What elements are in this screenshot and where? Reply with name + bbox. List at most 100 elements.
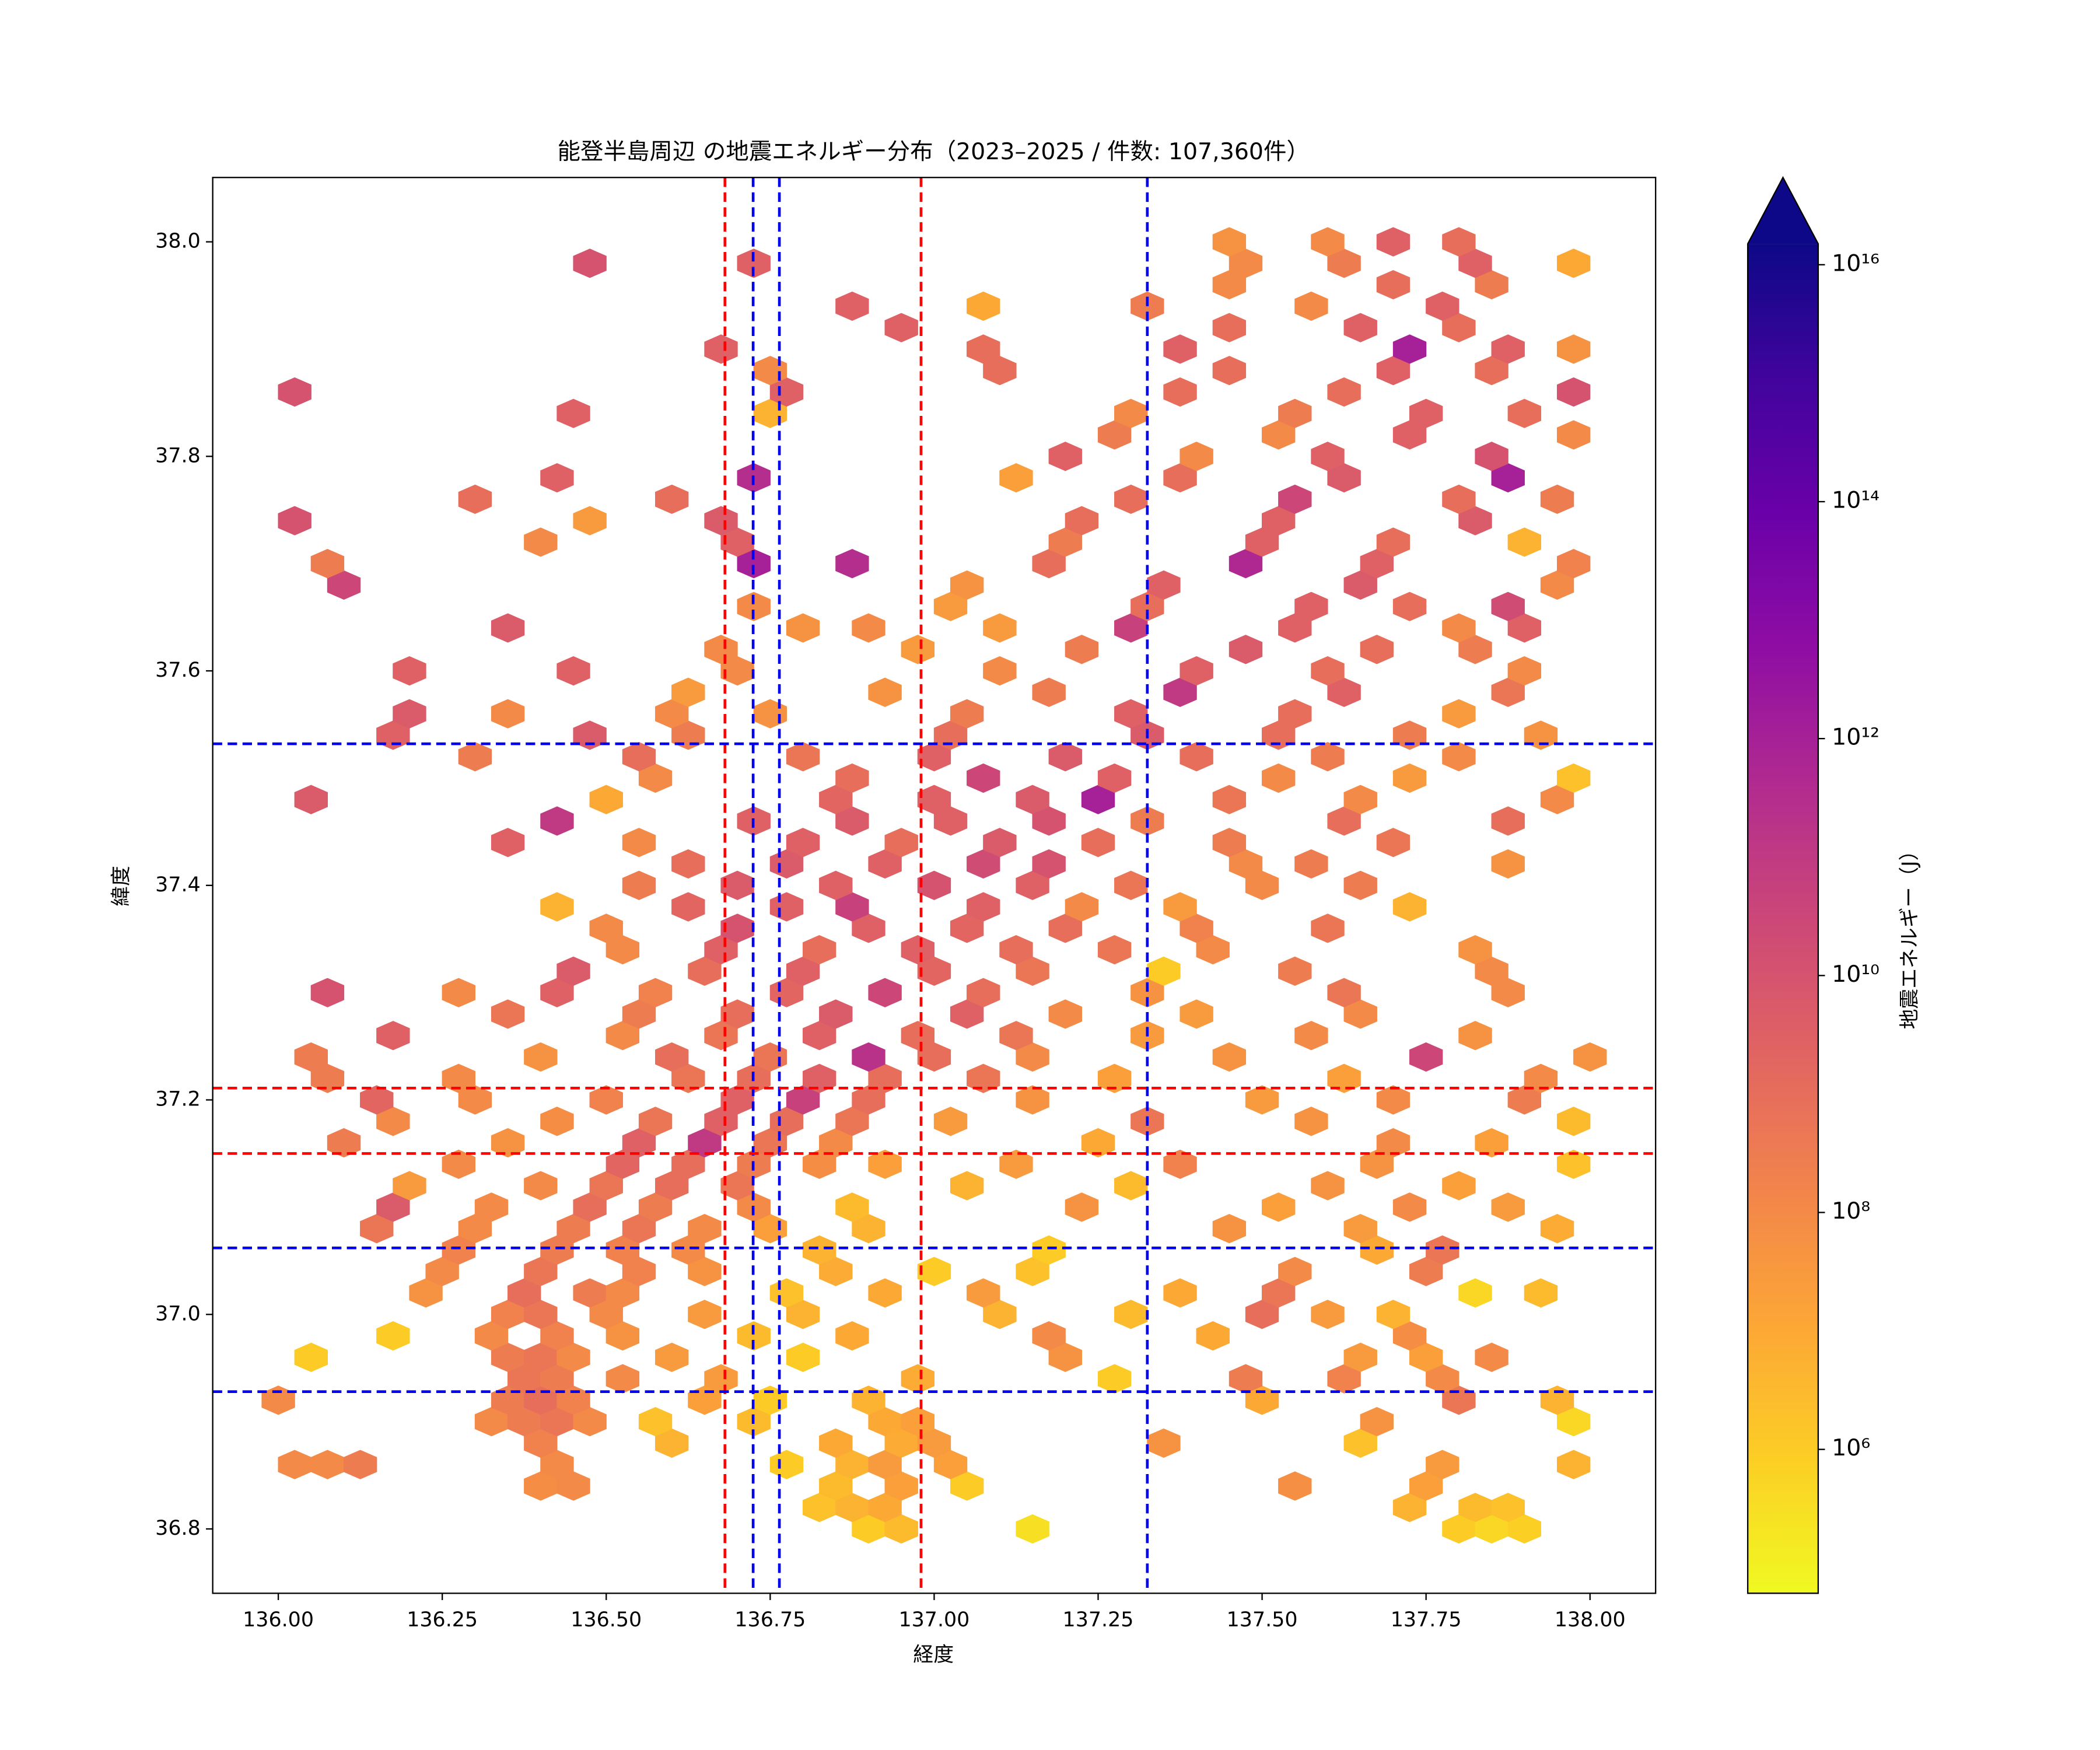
hex-bin xyxy=(1294,1021,1328,1051)
hex-bin xyxy=(868,677,902,707)
hex-bin xyxy=(360,1085,394,1115)
hex-bin xyxy=(917,870,951,900)
hex-bin xyxy=(1278,484,1312,514)
hex-bin xyxy=(1081,1128,1115,1158)
hex-bin xyxy=(1294,1107,1328,1136)
hex-bin xyxy=(556,656,590,686)
hex-bin xyxy=(1524,1063,1558,1093)
hex-bin xyxy=(835,1321,869,1351)
x-tick-label: 137.00 xyxy=(898,1608,970,1632)
hex-bin xyxy=(1097,935,1132,965)
hex-bin xyxy=(1556,420,1591,450)
hex-bin xyxy=(1278,398,1312,428)
hex-bin xyxy=(556,956,590,986)
hex-bin xyxy=(458,741,492,772)
hex-bin xyxy=(1097,1364,1132,1394)
hex-bin xyxy=(1065,1192,1099,1222)
hex-bin xyxy=(1147,956,1181,986)
hex-bin xyxy=(933,1107,968,1136)
hex-bin xyxy=(1212,785,1247,814)
hex-bin xyxy=(1442,227,1476,257)
hex-bin xyxy=(999,935,1033,965)
y-tick-label: 38.0 xyxy=(155,230,201,253)
hex-bin xyxy=(1212,356,1247,386)
hex-bin xyxy=(917,785,951,814)
hex-bin xyxy=(1081,828,1115,858)
hex-bin xyxy=(1065,892,1099,922)
hex-bin xyxy=(1180,442,1213,471)
hex-bin xyxy=(884,313,918,342)
hex-bin xyxy=(1163,892,1197,922)
x-tick-label: 137.75 xyxy=(1391,1608,1462,1632)
hex-bin xyxy=(852,1385,886,1415)
hex-bin xyxy=(1540,484,1574,514)
hex-bin xyxy=(376,1021,410,1051)
hex-bin xyxy=(1163,1278,1197,1308)
hex-bin xyxy=(967,291,1000,321)
hex-bin xyxy=(671,892,705,922)
hex-bin xyxy=(393,656,426,686)
colorbar xyxy=(1748,244,1818,1594)
hex-bin xyxy=(819,870,853,900)
hex-bin xyxy=(278,506,312,536)
hex-bin xyxy=(1524,1278,1558,1308)
hex-bin xyxy=(1032,1321,1066,1351)
hex-bin xyxy=(589,1085,623,1115)
hex-bin xyxy=(868,978,902,1007)
hex-bin xyxy=(737,592,771,621)
hex-bin xyxy=(1294,291,1328,321)
hex-bin xyxy=(1114,1171,1148,1200)
hex-bin xyxy=(1163,1149,1197,1180)
hex-bin xyxy=(1458,1278,1492,1308)
hex-bin xyxy=(442,978,475,1007)
hex-bin xyxy=(1311,1300,1345,1329)
colorbar-tick-label: 10⁶ xyxy=(1832,1434,1870,1461)
colorbar-tick-label: 10¹² xyxy=(1832,724,1880,751)
hex-bin xyxy=(1048,999,1082,1029)
hex-bin xyxy=(786,741,820,772)
hex-bin xyxy=(524,1042,558,1072)
hex-bin xyxy=(852,1042,886,1072)
hex-bin xyxy=(835,549,869,579)
hex-bin xyxy=(1392,892,1427,922)
hex-bin xyxy=(1524,720,1558,750)
hex-bin xyxy=(1278,1471,1312,1501)
hex-bin xyxy=(1032,677,1066,707)
colorbar-extend xyxy=(1748,177,1818,244)
y-tick-label: 37.4 xyxy=(155,873,201,897)
hex-bin xyxy=(1475,1128,1508,1158)
hex-bin xyxy=(1212,828,1247,858)
hex-bin xyxy=(1065,635,1099,664)
hex-bin xyxy=(1409,1042,1443,1072)
hex-bin xyxy=(573,720,607,750)
hex-bin xyxy=(769,892,804,922)
hex-bin xyxy=(491,828,525,858)
hex-bin xyxy=(376,1321,410,1351)
hex-bin xyxy=(786,828,820,858)
hex-bin xyxy=(442,1063,475,1093)
hex-bin xyxy=(1278,956,1312,986)
hex-bin xyxy=(1278,1256,1312,1286)
hex-bin xyxy=(983,613,1017,643)
colorbar-tick-label: 10¹⁶ xyxy=(1832,250,1880,276)
hex-bin xyxy=(999,463,1033,493)
hex-bin xyxy=(1294,592,1328,621)
hex-bin xyxy=(901,1364,935,1394)
y-axis-label: 緯度 xyxy=(110,866,133,907)
hex-bin xyxy=(704,334,738,364)
hex-bin xyxy=(589,785,623,814)
hex-bin xyxy=(491,613,525,643)
hex-bin xyxy=(638,1407,673,1437)
hex-bin xyxy=(1392,592,1427,621)
hex-bin xyxy=(901,935,935,965)
hex-bin xyxy=(491,1128,525,1158)
hex-bin xyxy=(540,1107,574,1136)
hex-bin xyxy=(524,527,558,557)
hex-bin xyxy=(1212,313,1247,342)
hex-bin xyxy=(704,506,738,536)
hex-bin xyxy=(1114,1300,1148,1329)
hex-bin xyxy=(1097,763,1132,793)
hex-bin xyxy=(1343,1214,1377,1244)
y-tick-label: 37.2 xyxy=(155,1088,201,1111)
